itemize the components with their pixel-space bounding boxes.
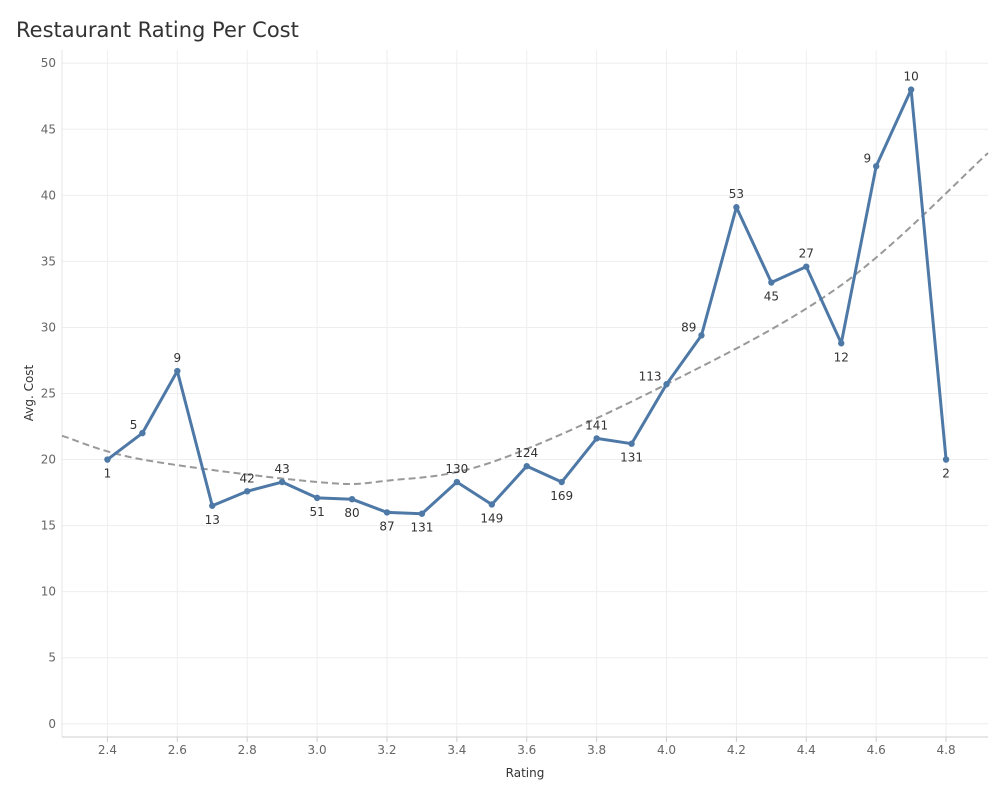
data-label: 130 [445, 462, 468, 476]
data-point[interactable] [628, 440, 635, 447]
data-label: 53 [729, 187, 744, 201]
trend-line-layer [61, 152, 989, 486]
y-tick-label: 0 [48, 717, 56, 731]
data-label: 87 [379, 519, 394, 533]
data-labels: 1 5 9 13 42 43 51 80 87 131 130 149 124 169 141 131 113 8… [104, 70, 950, 535]
y-tick-label: 35 [41, 254, 56, 268]
data-label: 51 [309, 505, 324, 519]
y-tick-label: 30 [41, 320, 56, 334]
data-label: 12 [834, 350, 849, 364]
x-axis-title: Rating [506, 766, 545, 780]
data-label: 141 [585, 418, 608, 432]
trend-line [61, 152, 989, 486]
x-tick-label: 2.4 [98, 743, 117, 757]
data-point[interactable] [733, 204, 740, 211]
data-point[interactable] [209, 502, 216, 509]
y-axis-title: Avg. Cost [22, 364, 36, 421]
data-label: 9 [173, 351, 181, 365]
x-tick-label: 2.6 [168, 743, 187, 757]
x-tick-label: 4.2 [727, 743, 746, 757]
data-point[interactable] [453, 478, 461, 486]
data-point[interactable] [313, 494, 321, 502]
data-point[interactable] [907, 86, 915, 93]
data-label: 42 [240, 471, 255, 485]
x-tick-label: 4.4 [797, 743, 816, 757]
data-point[interactable] [593, 435, 600, 442]
data-point[interactable] [663, 381, 670, 388]
data-point[interactable] [698, 332, 705, 339]
data-label: 124 [515, 446, 538, 460]
x-tick-label: 3.2 [377, 743, 396, 757]
data-label: 149 [480, 511, 503, 525]
y-tick-label: 40 [41, 188, 56, 202]
data-point[interactable] [174, 367, 181, 375]
data-label: 9 [864, 151, 872, 165]
data-label: 113 [639, 369, 662, 383]
data-point[interactable] [488, 501, 496, 508]
y-tick-label: 15 [41, 519, 56, 533]
x-tick-label: 4.0 [657, 743, 676, 757]
y-tick-label: 20 [41, 453, 56, 467]
x-tick-label: 3.8 [587, 743, 606, 757]
data-label: 131 [620, 451, 643, 465]
data-label: 10 [903, 70, 918, 84]
data-point[interactable] [803, 263, 810, 270]
data-point[interactable] [348, 495, 356, 503]
data-point[interactable] [104, 456, 111, 463]
y-tick-label: 50 [41, 56, 56, 70]
chart-title: Restaurant Rating Per Cost [16, 18, 299, 42]
x-tick-label: 4.8 [937, 743, 956, 757]
data-point[interactable] [244, 488, 251, 495]
data-point[interactable] [418, 510, 426, 517]
data-label: 80 [344, 506, 359, 520]
x-tick-label: 3.0 [308, 743, 327, 757]
data-label: 169 [550, 489, 573, 503]
y-tick-label: 45 [41, 122, 56, 136]
x-tick-label: 2.8 [238, 743, 257, 757]
grid [62, 50, 988, 737]
x-tick-label: 3.6 [517, 743, 536, 757]
x-tick-label: 4.6 [867, 743, 886, 757]
data-label: 89 [681, 320, 696, 334]
x-tick-label: 3.4 [447, 743, 466, 757]
data-label: 45 [764, 290, 779, 304]
data-point[interactable] [139, 429, 146, 437]
data-point[interactable] [942, 456, 950, 463]
data-point[interactable] [523, 462, 530, 470]
data-point[interactable] [383, 509, 391, 516]
y-tick-label: 25 [41, 387, 56, 401]
data-label: 43 [275, 462, 290, 476]
data-label: 27 [799, 247, 814, 261]
data-label: 2 [942, 467, 950, 481]
data-point[interactable] [558, 478, 565, 486]
data-label: 13 [205, 513, 220, 527]
data-point[interactable] [768, 279, 775, 286]
series-layer [104, 86, 950, 517]
data-point[interactable] [838, 340, 845, 347]
y-tick-label: 5 [48, 651, 56, 665]
data-label: 131 [410, 521, 433, 535]
data-label: 1 [104, 467, 112, 481]
data-point[interactable] [278, 478, 286, 486]
y-tick-label: 10 [41, 585, 56, 599]
data-point[interactable] [872, 163, 880, 170]
data-label: 5 [130, 418, 138, 432]
